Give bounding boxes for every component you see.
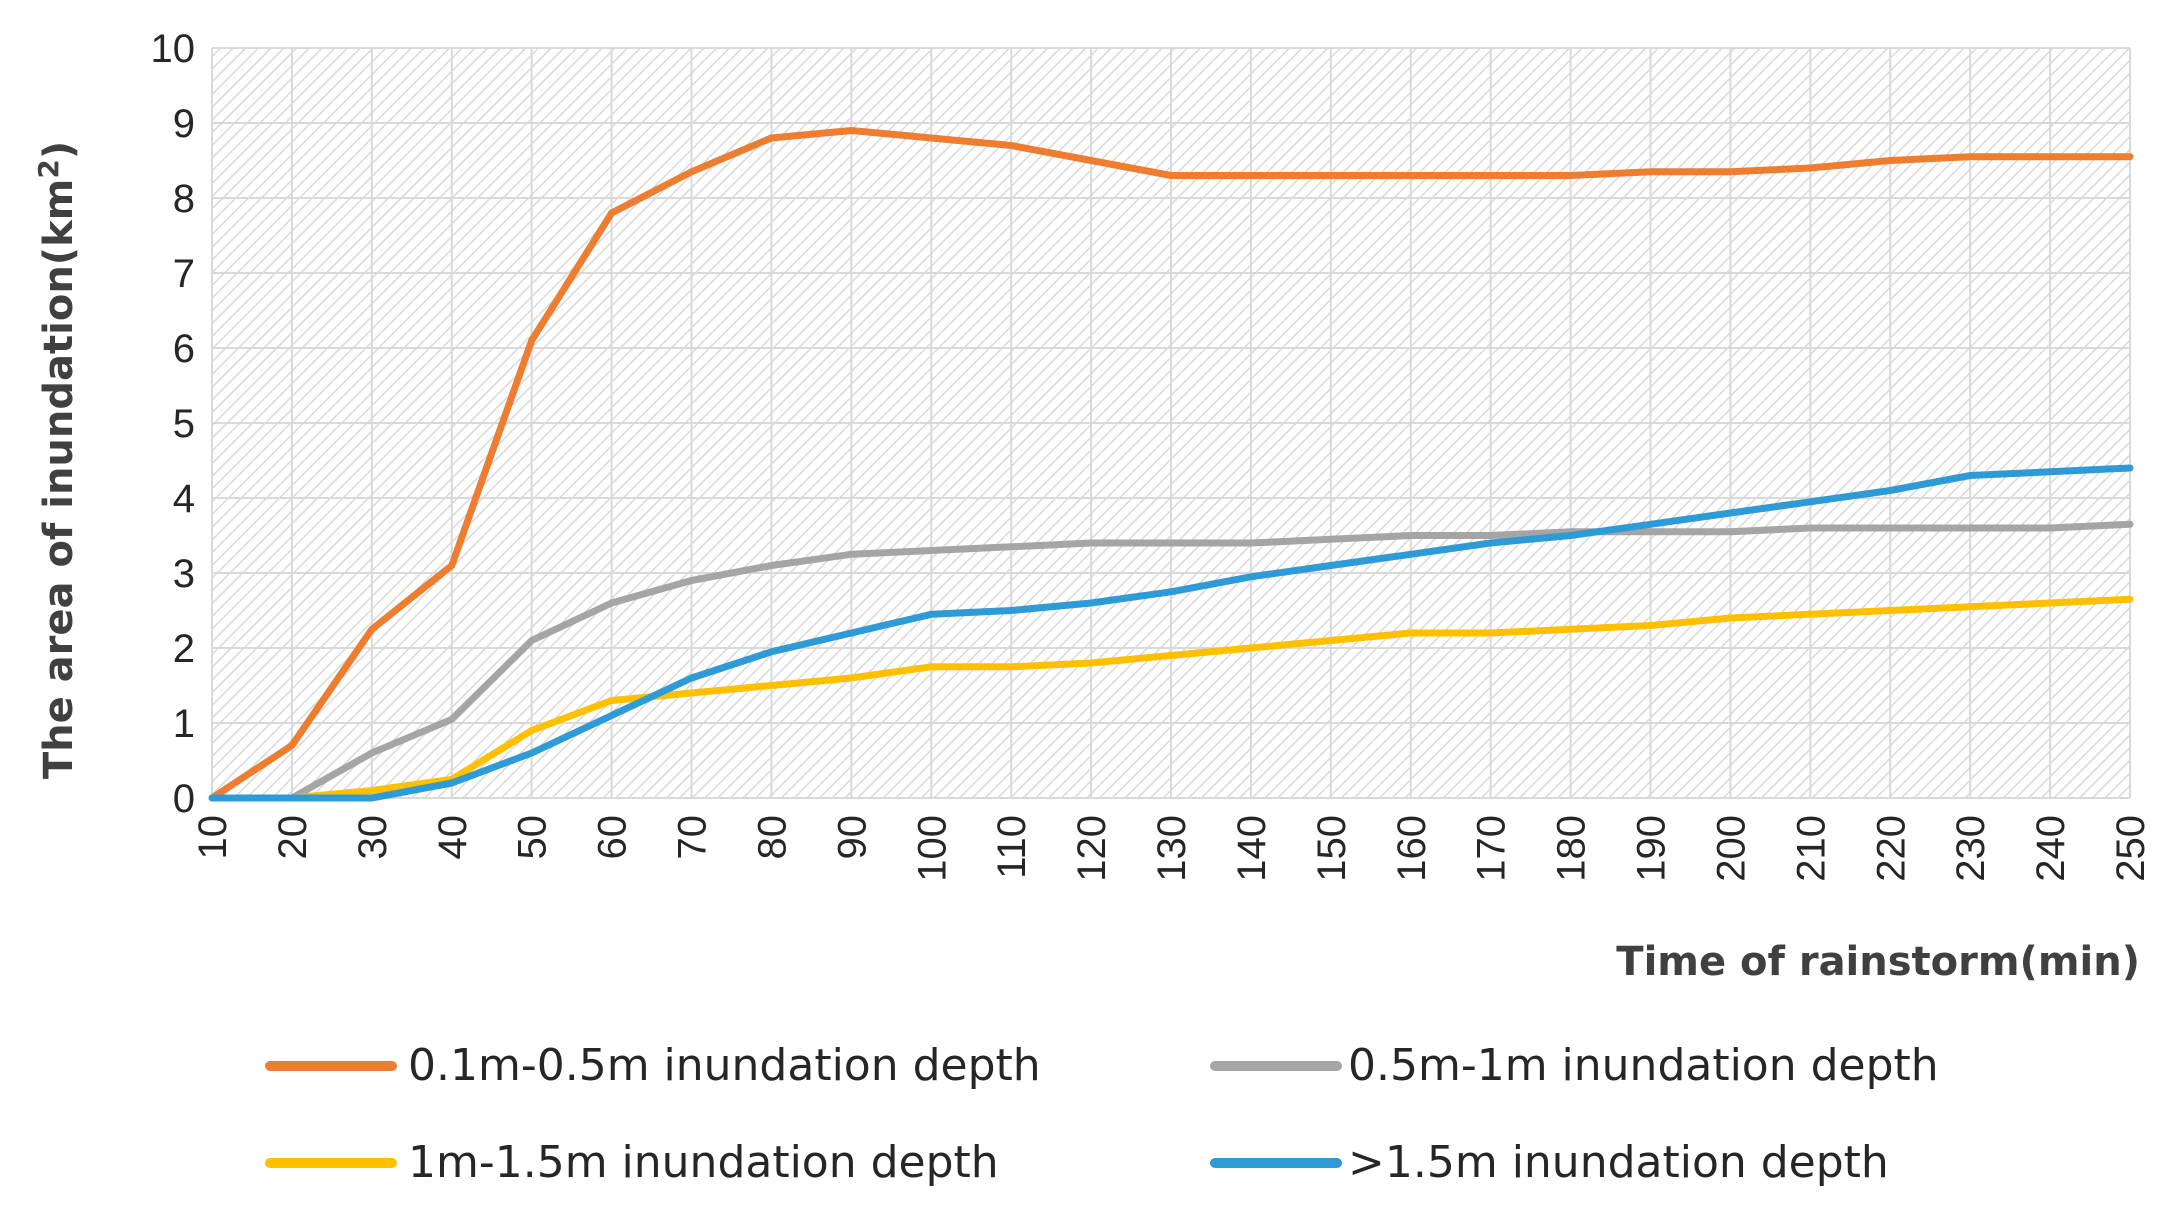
x-tick-label: 60: [591, 815, 635, 860]
x-tick-label: 100: [910, 815, 954, 882]
x-tick-label: 30: [351, 815, 395, 860]
x-tick-label: 120: [1070, 815, 1114, 882]
y-tick-label: 0: [173, 777, 195, 821]
x-tick-label: 250: [2109, 815, 2153, 882]
legend-label-series-4: >1.5m inundation depth: [1348, 1137, 1889, 1188]
x-tick-label: 220: [1869, 815, 1913, 882]
x-tick-label: 40: [431, 815, 475, 860]
y-axis-title-superscript: 2: [32, 159, 65, 178]
y-tick-label: 9: [173, 102, 195, 146]
y-axis-tick-labels: 0 1 2 3 4 5 6 7 8 9 10: [151, 27, 196, 821]
y-tick-label: 5: [173, 402, 195, 446]
y-tick-label: 1: [173, 702, 195, 746]
x-tick-label: 230: [1949, 815, 1993, 882]
legend-label-series-1: 0.1m-0.5m inundation depth: [408, 1040, 1041, 1091]
y-tick-label: 10: [151, 27, 196, 71]
legend-label-series-3: 1m-1.5m inundation depth: [408, 1137, 999, 1188]
y-tick-label: 2: [173, 627, 195, 671]
x-tick-label: 210: [1789, 815, 1833, 882]
y-tick-label: 6: [173, 327, 195, 371]
x-axis-tick-labels: 10 20 30 40 50 60 70 80 90 100 110 120 130 140 150 160 1…: [191, 815, 2153, 882]
x-axis-title: Time of rainstorm(min): [1616, 939, 2140, 985]
x-tick-label: 50: [511, 815, 555, 860]
x-tick-label: 150: [1310, 815, 1354, 882]
x-tick-label: 70: [671, 815, 715, 860]
x-tick-label: 190: [1630, 815, 1674, 882]
series-lines: [208, 127, 2134, 802]
x-tick-label: 170: [1470, 815, 1514, 882]
x-tick-label: 20: [271, 815, 315, 860]
x-tick-label: 90: [830, 815, 874, 860]
x-tick-label: 80: [750, 815, 794, 860]
y-tick-label: 8: [173, 177, 195, 221]
x-tick-label: 130: [1150, 815, 1194, 882]
x-tick-label: 200: [1709, 815, 1753, 882]
x-tick-label: 180: [1550, 815, 1594, 882]
y-axis-title-main: The area of inundation(km: [36, 179, 82, 780]
x-tick-label: 10: [191, 815, 235, 860]
y-axis-title: The area of inundation(km2): [32, 141, 82, 779]
x-tick-label: 140: [1230, 815, 1274, 882]
legend-label-series-2: 0.5m-1m inundation depth: [1348, 1040, 1939, 1091]
x-tick-label: 240: [2029, 815, 2073, 882]
y-tick-label: 3: [173, 552, 195, 596]
x-tick-label: 160: [1390, 815, 1434, 882]
x-tick-label: 110: [990, 815, 1034, 879]
y-axis-title-close: ): [36, 141, 82, 159]
legend: 0.1m-0.5m inundation depth 0.5m-1m inund…: [265, 1040, 1939, 1188]
y-tick-label: 4: [173, 477, 195, 521]
y-tick-label: 7: [173, 252, 195, 296]
